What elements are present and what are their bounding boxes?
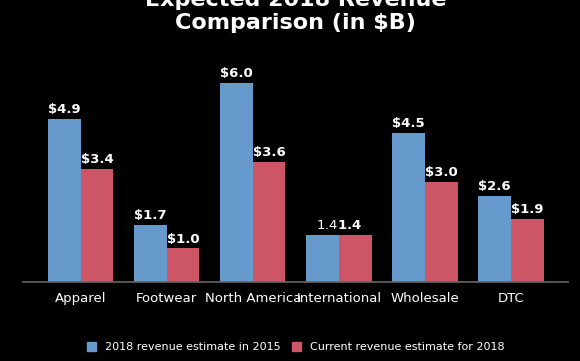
Bar bbox=[220, 83, 253, 282]
Text: $3.4: $3.4 bbox=[81, 153, 114, 166]
Bar bbox=[306, 235, 339, 282]
Bar bbox=[425, 182, 458, 282]
Legend: 2018 revenue estimate in 2015, Current revenue estimate for 2018: 2018 revenue estimate in 2015, Current r… bbox=[88, 342, 504, 352]
Text: $3.0: $3.0 bbox=[425, 166, 458, 179]
Text: $6.0: $6.0 bbox=[220, 67, 253, 80]
Bar bbox=[166, 248, 200, 282]
Text: $2.6: $2.6 bbox=[478, 179, 511, 192]
Text: $1.7: $1.7 bbox=[134, 209, 166, 222]
Bar bbox=[81, 169, 113, 282]
Bar bbox=[511, 219, 543, 282]
Bar bbox=[392, 132, 425, 282]
Text: $3.6: $3.6 bbox=[253, 147, 285, 160]
Text: $1.9: $1.9 bbox=[511, 203, 543, 216]
Bar bbox=[134, 225, 166, 282]
Bar bbox=[339, 235, 372, 282]
Bar bbox=[478, 196, 511, 282]
Text: $1.0: $1.0 bbox=[167, 232, 200, 245]
Text: $4.5: $4.5 bbox=[392, 117, 425, 130]
Text: $1.4$1.4: $1.4$1.4 bbox=[316, 219, 362, 232]
Title: Expected 2018 Revenue
Comparison (in $B): Expected 2018 Revenue Comparison (in $B) bbox=[145, 0, 447, 34]
Bar bbox=[48, 119, 81, 282]
Text: $4.9: $4.9 bbox=[48, 104, 81, 117]
Bar bbox=[253, 162, 285, 282]
